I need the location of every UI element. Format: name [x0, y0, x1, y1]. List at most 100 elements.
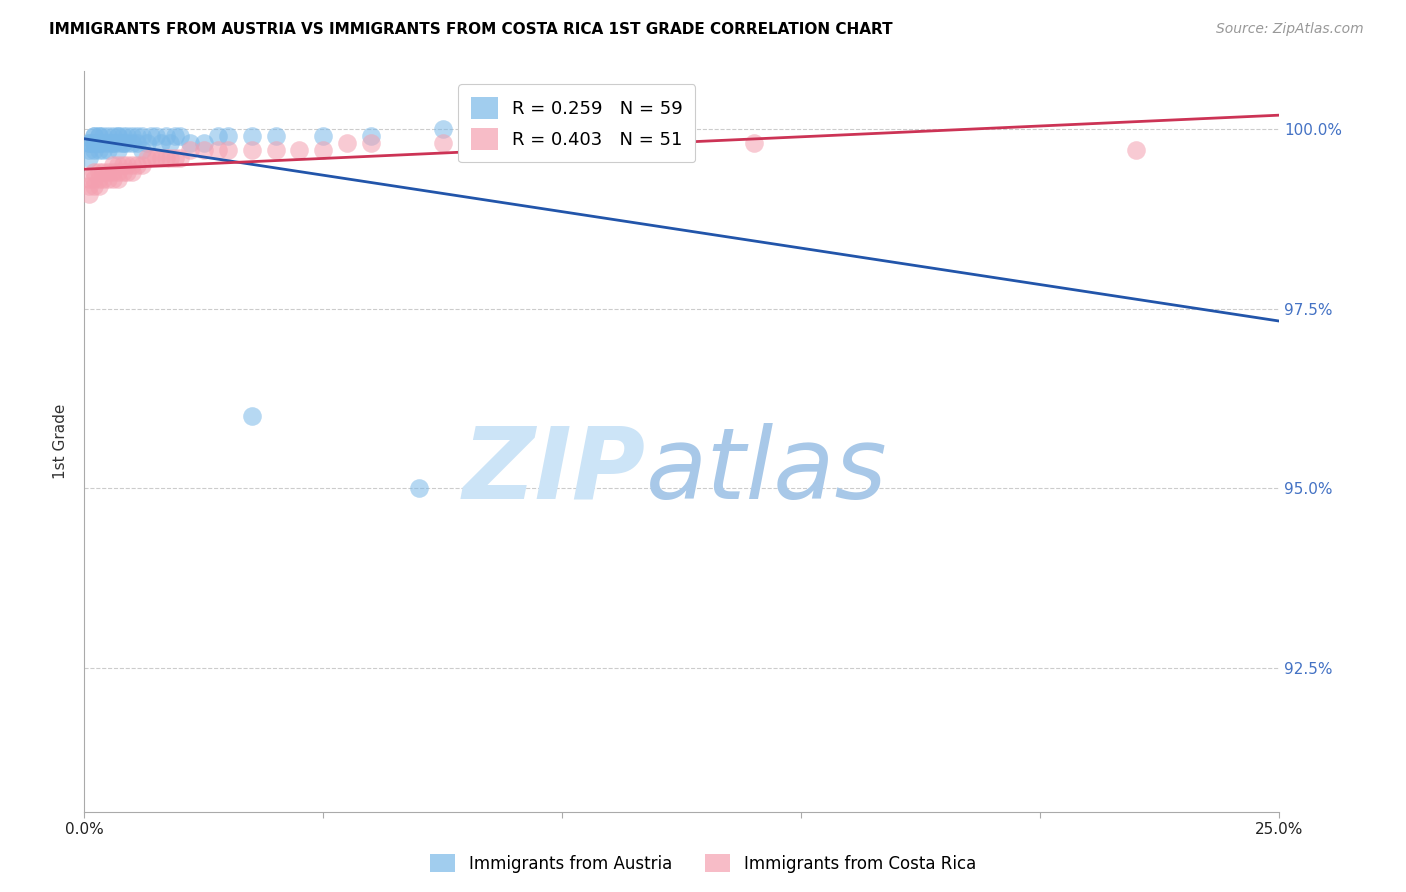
- Point: [93, 172, 115, 186]
- Point: [77, 186, 100, 201]
- Point: [77, 179, 100, 194]
- Point: [83, 179, 105, 194]
- Point: [107, 144, 129, 158]
- Point: [77, 136, 100, 151]
- Point: [77, 144, 100, 158]
- Legend: Immigrants from Austria, Immigrants from Costa Rica: Immigrants from Austria, Immigrants from…: [423, 847, 983, 880]
- Point: [551, 136, 574, 151]
- Point: [647, 136, 669, 151]
- Point: [456, 136, 478, 151]
- Point: [97, 165, 120, 179]
- Point: [101, 165, 124, 179]
- Point: [165, 151, 187, 165]
- Point: [87, 129, 110, 144]
- Text: ZIP: ZIP: [463, 423, 647, 520]
- Point: [101, 158, 124, 172]
- Point: [135, 151, 157, 165]
- Point: [87, 179, 110, 194]
- Text: Source: ZipAtlas.com: Source: ZipAtlas.com: [1216, 22, 1364, 37]
- Point: [193, 144, 215, 158]
- Point: [135, 136, 157, 151]
- Point: [149, 136, 172, 151]
- Point: [131, 158, 153, 172]
- Text: IMMIGRANTS FROM AUSTRIA VS IMMIGRANTS FROM COSTA RICA 1ST GRADE CORRELATION CHAR: IMMIGRANTS FROM AUSTRIA VS IMMIGRANTS FR…: [49, 22, 893, 37]
- Point: [121, 158, 143, 172]
- Point: [432, 136, 454, 151]
- Point: [360, 136, 382, 151]
- Point: [179, 136, 201, 151]
- Point: [77, 136, 100, 151]
- Point: [83, 144, 105, 158]
- Point: [77, 172, 100, 186]
- Point: [93, 165, 115, 179]
- Point: [83, 172, 105, 186]
- Y-axis label: 1st Grade: 1st Grade: [53, 404, 69, 479]
- Point: [107, 165, 129, 179]
- Point: [107, 129, 129, 144]
- Point: [264, 144, 287, 158]
- Point: [97, 144, 120, 158]
- Point: [155, 151, 177, 165]
- Point: [240, 409, 263, 424]
- Point: [207, 129, 229, 144]
- Point: [527, 121, 550, 136]
- Point: [101, 172, 124, 186]
- Point: [145, 151, 167, 165]
- Point: [479, 121, 502, 136]
- Point: [121, 165, 143, 179]
- Point: [149, 151, 172, 165]
- Point: [312, 129, 335, 144]
- Point: [117, 129, 139, 144]
- Point: [169, 151, 191, 165]
- Point: [117, 165, 139, 179]
- Point: [125, 158, 148, 172]
- Point: [87, 136, 110, 151]
- Point: [312, 144, 335, 158]
- Point: [165, 129, 187, 144]
- Legend: R = 0.259   N = 59, R = 0.403   N = 51: R = 0.259 N = 59, R = 0.403 N = 51: [458, 84, 696, 162]
- Point: [97, 136, 120, 151]
- Point: [121, 136, 143, 151]
- Point: [101, 136, 124, 151]
- Point: [87, 129, 110, 144]
- Point: [264, 129, 287, 144]
- Point: [193, 136, 215, 151]
- Point: [336, 136, 359, 151]
- Point: [240, 129, 263, 144]
- Point: [93, 129, 115, 144]
- Point: [111, 165, 134, 179]
- Point: [97, 129, 120, 144]
- Point: [141, 129, 163, 144]
- Point: [742, 136, 765, 151]
- Point: [159, 136, 181, 151]
- Point: [87, 172, 110, 186]
- Point: [93, 136, 115, 151]
- Point: [77, 151, 100, 165]
- Point: [101, 129, 124, 144]
- Point: [87, 165, 110, 179]
- Point: [83, 129, 105, 144]
- Point: [217, 144, 239, 158]
- Point: [217, 129, 239, 144]
- Point: [169, 129, 191, 144]
- Point: [107, 172, 129, 186]
- Text: atlas: atlas: [647, 423, 887, 520]
- Point: [121, 129, 143, 144]
- Point: [408, 481, 430, 495]
- Point: [111, 136, 134, 151]
- Point: [288, 144, 311, 158]
- Point: [107, 158, 129, 172]
- Point: [207, 144, 229, 158]
- Point: [159, 151, 181, 165]
- Point: [155, 129, 177, 144]
- Point: [432, 121, 454, 136]
- Point: [360, 129, 382, 144]
- Point: [107, 129, 129, 144]
- Point: [1125, 144, 1147, 158]
- Point: [111, 158, 134, 172]
- Point: [131, 129, 153, 144]
- Point: [101, 136, 124, 151]
- Point: [117, 158, 139, 172]
- Point: [117, 136, 139, 151]
- Point: [111, 136, 134, 151]
